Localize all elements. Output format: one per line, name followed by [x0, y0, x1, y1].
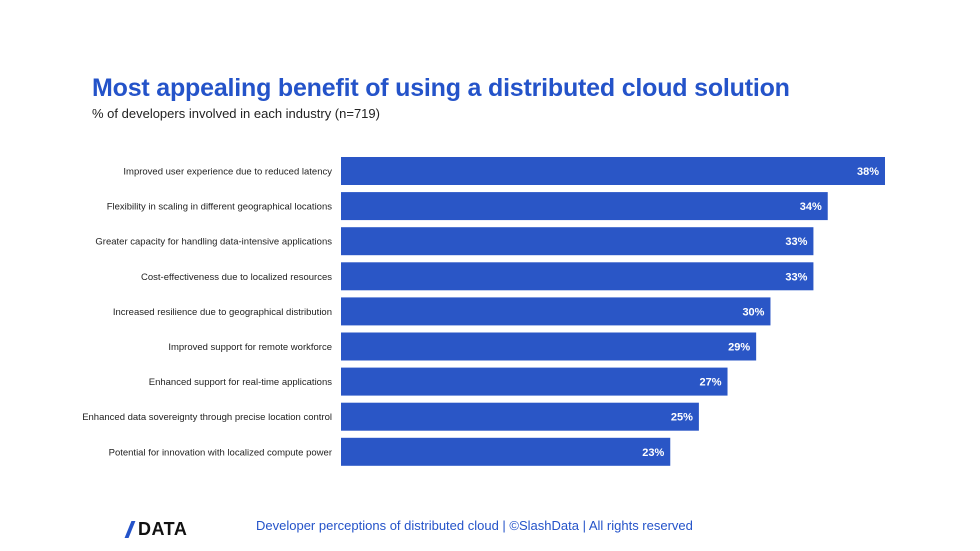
bar [341, 262, 814, 291]
footer-caption: Developer perceptions of distributed clo… [256, 518, 693, 533]
bar [341, 437, 671, 466]
slashdata-logo: DATA [124, 517, 188, 541]
bar [341, 157, 885, 185]
chart-title: Most appealing benefit of using a distri… [92, 74, 790, 102]
bar [341, 192, 828, 221]
bar [341, 402, 699, 431]
bar-row: Cost-effectiveness due to localized reso… [141, 262, 814, 291]
value-label: 30% [742, 306, 764, 318]
bar-row: Increased resilience due to geographical… [113, 297, 771, 326]
logo-text: DATA [138, 518, 188, 539]
bar [341, 367, 728, 396]
value-label: 38% [857, 166, 879, 178]
bar [341, 227, 814, 256]
chart-subtitle: % of developers involved in each industr… [92, 106, 380, 121]
value-label: 33% [785, 236, 807, 248]
value-label: 25% [671, 412, 693, 424]
bar-row: Enhanced support for real-time applicati… [149, 367, 728, 396]
bar [341, 297, 771, 326]
category-label: Flexibility in scaling in different geog… [107, 202, 333, 213]
category-label: Greater capacity for handling data-inten… [95, 237, 332, 248]
bar-row: Greater capacity for handling data-inten… [95, 227, 814, 256]
category-label: Potential for innovation with localized … [109, 447, 332, 458]
category-label: Improved user experience due to reduced … [123, 167, 332, 178]
category-label: Enhanced support for real-time applicati… [149, 377, 332, 388]
value-label: 29% [728, 342, 750, 354]
bar-row: Enhanced data sovereignty through precis… [82, 402, 699, 431]
bar-row: Improved user experience due to reduced … [123, 157, 885, 185]
bar-row: Potential for innovation with localized … [109, 437, 671, 466]
bar-row: Improved support for remote workforce 29% [168, 332, 757, 361]
category-label: Improved support for remote workforce [168, 342, 332, 353]
bar-row: Flexibility in scaling in different geog… [107, 192, 828, 221]
value-label: 23% [642, 447, 664, 459]
value-label: 33% [785, 271, 807, 283]
category-label: Cost-effectiveness due to localized reso… [141, 272, 332, 283]
value-label: 27% [699, 377, 721, 389]
value-label: 34% [800, 201, 822, 213]
category-label: Increased resilience due to geographical… [113, 307, 332, 318]
bar [341, 332, 757, 361]
category-label: Enhanced data sovereignty through precis… [82, 412, 332, 423]
